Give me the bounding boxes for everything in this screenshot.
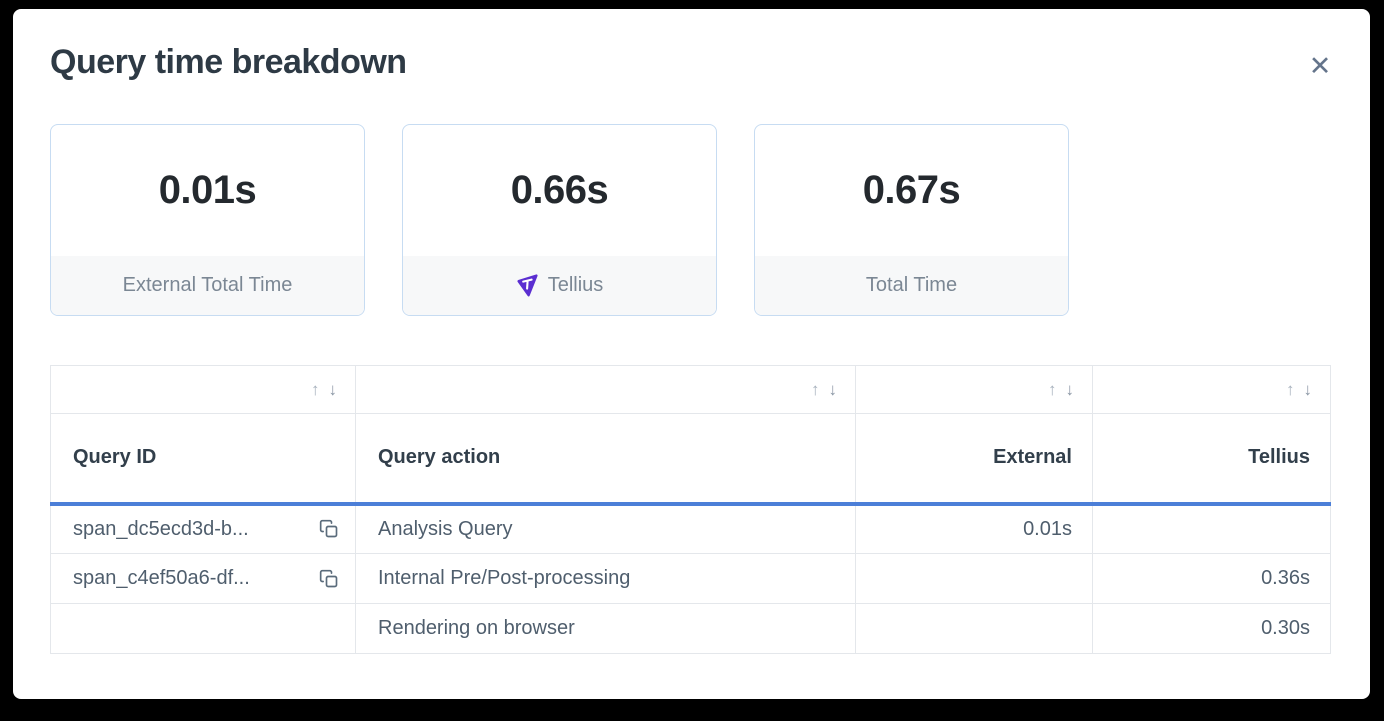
card-value: 0.01s [158, 168, 257, 212]
column-header-query-id: Query ID [50, 413, 356, 506]
card-value: 0.66s [510, 168, 609, 212]
query-action-value: Analysis Query [355, 503, 856, 554]
card-value: 0.67s [862, 168, 961, 212]
page-title: Query time breakdown [50, 43, 407, 81]
column-header-query-action: Query action [355, 413, 856, 506]
external-time-value [855, 603, 1093, 654]
sort-desc-icon[interactable]: ↓ [1065, 379, 1075, 399]
close-icon[interactable]: ✕ [1303, 49, 1337, 83]
query-breakdown-table: ↑ ↓ ↑ ↓ ↑ ↓ ↑ ↓ Query ID Query action Extern… [50, 365, 1331, 654]
table-row: Rendering on browser 0.30s [50, 603, 1331, 654]
sort-control-query-action[interactable]: ↑ ↓ [811, 380, 837, 400]
table-row: span_dc5ecd3d-b... Analysis Query 0.01s [50, 503, 1331, 554]
tellius-time-value: 0.30s [1092, 603, 1331, 654]
sort-controls-row: ↑ ↓ ↑ ↓ ↑ ↓ ↑ ↓ [50, 365, 1331, 414]
table-row: span_c4ef50a6-df... Internal Pre/Post-pr… [50, 553, 1331, 604]
card-label: Total Time [865, 274, 958, 296]
sort-asc-icon[interactable]: ↑ [811, 379, 820, 399]
copy-icon[interactable] [319, 569, 339, 589]
summary-cards: 0.01s External Total Time 0.66s Tellius … [50, 124, 1069, 316]
card-external-total-time: 0.01s External Total Time [50, 124, 365, 316]
card-label: External Total Time [122, 274, 293, 296]
column-header-external: External [855, 413, 1093, 506]
column-header-tellius: Tellius [1092, 413, 1331, 506]
table-header-row: Query ID Query action External Tellius [50, 413, 1331, 506]
query-action-value: Internal Pre/Post-processing [355, 553, 856, 604]
query-id-value [50, 603, 356, 654]
card-tellius-time: 0.66s Tellius [402, 124, 717, 316]
query-time-breakdown-modal: Query time breakdown ✕ 0.01s External To… [13, 9, 1370, 699]
sort-desc-icon[interactable]: ↓ [1303, 379, 1313, 399]
query-id-value: span_dc5ecd3d-b... [73, 517, 249, 540]
external-time-value: 0.01s [855, 503, 1093, 554]
sort-desc-icon[interactable]: ↓ [828, 379, 838, 399]
external-time-value [855, 553, 1093, 604]
sort-asc-icon[interactable]: ↑ [311, 379, 320, 399]
query-id-value: span_c4ef50a6-df... [73, 567, 250, 589]
card-label: Tellius [547, 274, 604, 296]
sort-asc-icon[interactable]: ↑ [1286, 379, 1295, 399]
query-action-value: Rendering on browser [355, 603, 856, 654]
tellius-time-value: 0.36s [1092, 553, 1331, 604]
sort-control-external[interactable]: ↑ ↓ [1048, 380, 1074, 400]
sort-control-tellius[interactable]: ↑ ↓ [1286, 380, 1312, 400]
card-total-time: 0.67s Total Time [754, 124, 1069, 316]
tellius-time-value [1092, 503, 1331, 554]
copy-icon[interactable] [319, 519, 339, 539]
sort-desc-icon[interactable]: ↓ [328, 379, 338, 399]
sort-control-query-id[interactable]: ↑ ↓ [311, 380, 337, 400]
tellius-logo-icon [516, 274, 539, 297]
sort-asc-icon[interactable]: ↑ [1048, 379, 1057, 399]
